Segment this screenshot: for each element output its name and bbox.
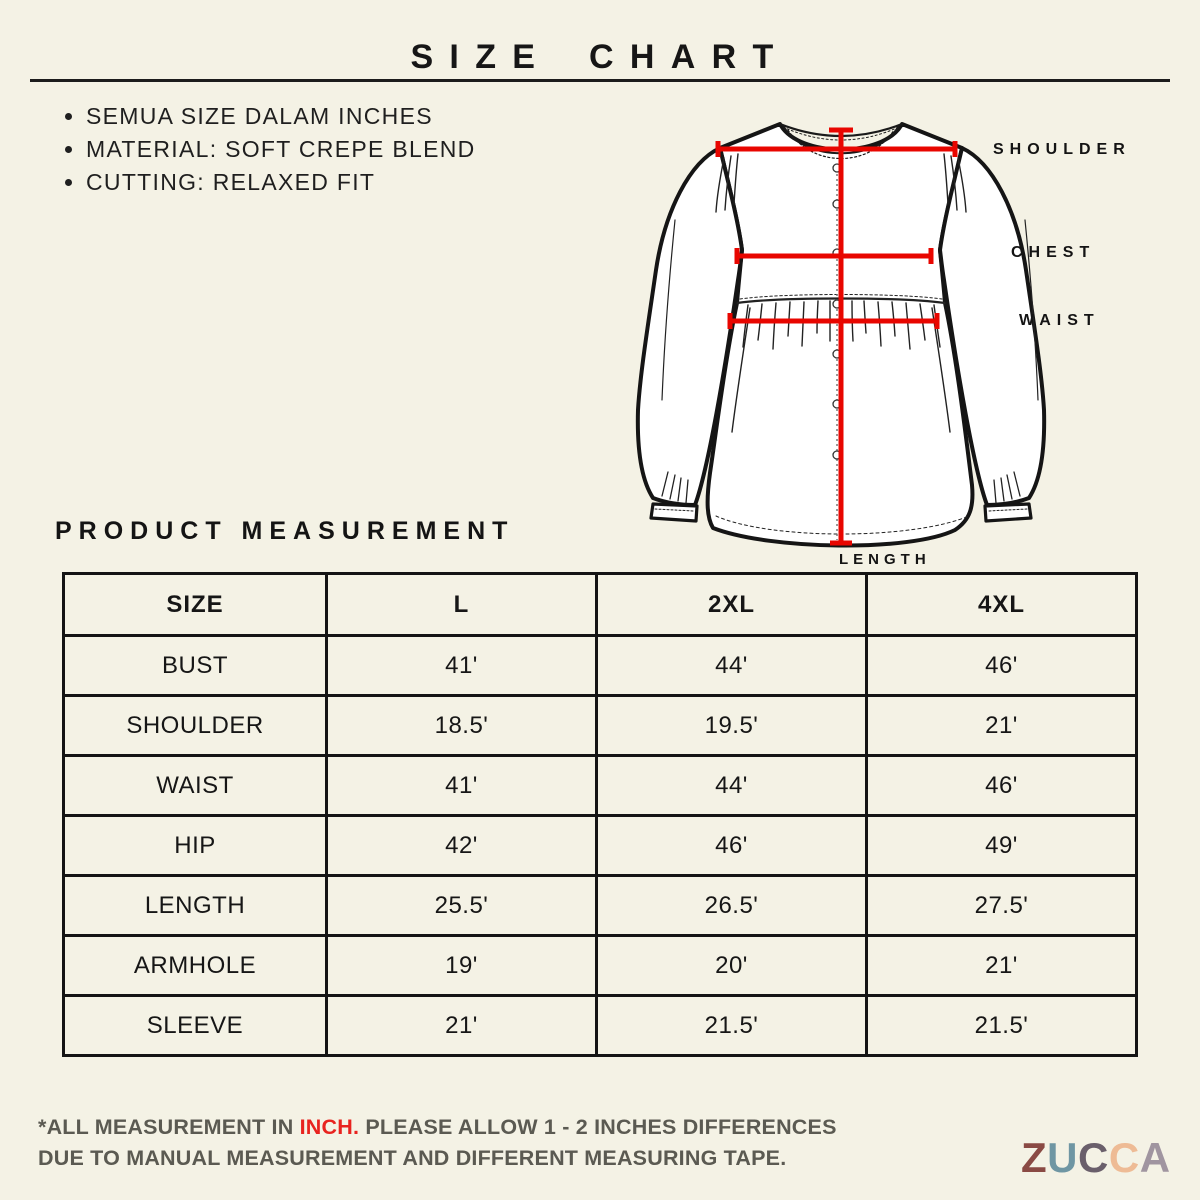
value-cell: 44' [595, 634, 868, 697]
value-cell: 21' [325, 994, 598, 1057]
row-label-cell: LENGTH [62, 874, 328, 937]
table-row: SLEEVE 21' 21.5' 21.5' [62, 994, 1138, 1057]
brand-letter: Z [1021, 1134, 1048, 1181]
value-cell: 21.5' [865, 994, 1138, 1057]
row-label-cell: BUST [62, 634, 328, 697]
left-sleeve-details [654, 153, 739, 512]
header-size-4xl: 4XL [865, 572, 1138, 637]
brand-letter: C [1078, 1134, 1109, 1181]
header-size-2xl: 2XL [595, 572, 868, 637]
disclaimer-note: *ALL MEASUREMENT IN INCH. PLEASE ALLOW 1… [38, 1112, 858, 1174]
value-cell: 25.5' [325, 874, 598, 937]
table-row: BUST 41' 44' 46' [62, 634, 1138, 697]
value-cell: 21' [865, 934, 1138, 997]
header-size: SIZE [62, 572, 328, 637]
note-item: MATERIAL: SOFT CREPE BLEND [86, 133, 476, 166]
table-row: ARMHOLE 19' 20' 21' [62, 934, 1138, 997]
value-cell: 44' [595, 754, 868, 817]
length-measure-label: LENGTH [839, 551, 931, 568]
chest-measure-label: CHEST [1011, 244, 1096, 261]
measurement-table: SIZE L 2XL 4XL BUST 41' 44' 46' SHOULDER… [62, 572, 1138, 1057]
note-item: CUTTING: RELAXED FIT [86, 166, 476, 199]
row-label-cell: HIP [62, 814, 328, 877]
value-cell: 20' [595, 934, 868, 997]
value-cell: 46' [865, 754, 1138, 817]
table-row: WAIST 41' 44' 46' [62, 754, 1138, 817]
brand-logo: ZUCCA [1021, 1134, 1171, 1182]
table-row: LENGTH 25.5' 26.5' 27.5' [62, 874, 1138, 937]
row-label-cell: SLEEVE [62, 994, 328, 1057]
disclaimer-text-before: *ALL MEASUREMENT IN [38, 1115, 300, 1139]
value-cell: 42' [325, 814, 598, 877]
table-row: SHOULDER 18.5' 19.5' 21' [62, 694, 1138, 757]
page-title: SIZE CHART [410, 38, 790, 76]
title-divider [30, 79, 1170, 82]
value-cell: 27.5' [865, 874, 1138, 937]
disclaimer-highlight: INCH. [299, 1115, 360, 1139]
value-cell: 18.5' [325, 694, 598, 757]
value-cell: 41' [325, 754, 598, 817]
value-cell: 46' [595, 814, 868, 877]
value-cell: 26.5' [595, 874, 868, 937]
table-row: HIP 42' 46' 49' [62, 814, 1138, 877]
table-header-row: SIZE L 2XL 4XL [62, 572, 1138, 637]
value-cell: 19' [325, 934, 598, 997]
brand-letter: C [1108, 1134, 1140, 1181]
waist-measure-label: WAIST [1019, 312, 1100, 329]
measurement-lines [715, 127, 958, 546]
value-cell: 21' [865, 694, 1138, 757]
value-cell: 19.5' [595, 694, 868, 757]
brand-letter: A [1139, 1134, 1171, 1181]
disclaimer-text-after: PLEASE ALLOW 1 - 2 INCHES DIFFERENCES DU… [38, 1115, 837, 1170]
right-sleeve [938, 146, 1047, 523]
right-sleeve-details [943, 153, 1039, 512]
brand-letter: U [1047, 1134, 1078, 1181]
value-cell: 21.5' [595, 994, 868, 1057]
shoulder-measure-label: SHOULDER [993, 141, 1131, 158]
row-label-cell: WAIST [62, 754, 328, 817]
section-heading: PRODUCT MEASUREMENT [55, 517, 515, 545]
product-notes-list: SEMUA SIZE DALAM INCHES MATERIAL: SOFT C… [62, 100, 476, 199]
value-cell: 41' [325, 634, 598, 697]
value-cell: 49' [865, 814, 1138, 877]
header-size-l: L [325, 572, 598, 637]
row-label-cell: SHOULDER [62, 694, 328, 757]
row-label-cell: ARMHOLE [62, 934, 328, 997]
note-item: SEMUA SIZE DALAM INCHES [86, 100, 476, 133]
blouse-illustration [635, 122, 1047, 548]
value-cell: 46' [865, 634, 1138, 697]
